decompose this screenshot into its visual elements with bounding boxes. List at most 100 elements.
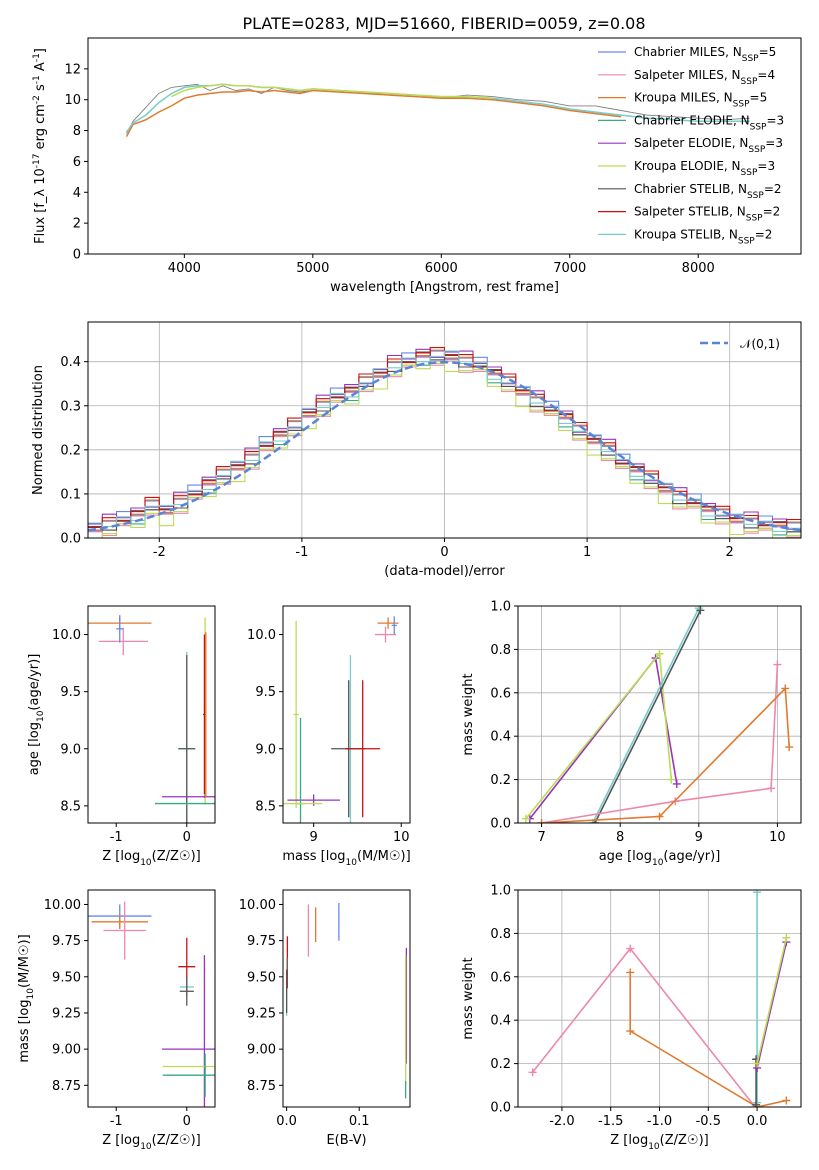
weight-line	[756, 941, 788, 1069]
x-tick-label: 8	[616, 830, 624, 845]
legend-label: Kroupa MILES, NSSP=5	[634, 91, 767, 110]
x-tick-label: 0	[440, 545, 448, 560]
weight-marker	[696, 606, 705, 615]
y-tick-label: 0	[73, 248, 81, 263]
axes-mass-vs-Z: -1 0 8.75 9.00 9.25 9.50 9.75 10.00 Z [log10(Z/Z…	[17, 889, 216, 1152]
weight-line	[531, 947, 756, 1107]
axes-residuals: -2 -1 0 1 2 0.0 0.1 0.2 0.3 0.4 (data-model)/error…	[31, 321, 802, 579]
x-tick-label: 9	[695, 830, 703, 845]
plot-area-age-vs-mass	[283, 616, 399, 823]
x-tick-label: 0	[183, 1114, 191, 1129]
x-tick-label: 7	[537, 830, 545, 845]
y-tick-label: 0.2	[490, 1057, 511, 1072]
y-tick-label: 0.2	[490, 773, 511, 788]
x-tick-label: 0	[183, 830, 191, 845]
weight-line	[591, 607, 700, 823]
x-tick-label: 4000	[168, 261, 201, 276]
axes-spectrum: 4000 5000 6000 7000 8000 0 2 4 6 8 10 12 wavelength …	[32, 37, 802, 295]
x-tick-label: 10	[393, 830, 410, 845]
weight-marker	[655, 812, 664, 821]
y-tick-label: 10.00	[239, 898, 276, 913]
y-tick-label: 10.00	[44, 898, 81, 913]
y-axis-label: mass weight	[461, 673, 476, 755]
x-tick-label: -1.5	[598, 1114, 623, 1129]
x-tick-label: -2.0	[549, 1114, 574, 1129]
y-tick-label: 8.5	[255, 799, 276, 814]
y-tick-label: 9.50	[247, 970, 276, 985]
weight-marker	[782, 1096, 791, 1105]
axes-frame	[87, 37, 802, 255]
x-axis-label: mass [log10(M/M☉)]	[282, 849, 410, 868]
y-tick-label: 10	[64, 93, 81, 108]
x-tick-label: -1	[110, 1114, 123, 1129]
y-tick-label: 10.0	[52, 628, 81, 643]
weight-marker	[785, 743, 794, 752]
x-tick-label: -0.5	[696, 1114, 721, 1129]
weight-marker	[626, 944, 635, 953]
legend-label: Chabrier MILES, NSSP=5	[634, 45, 776, 64]
x-tick-label: 9	[310, 830, 318, 845]
weight-marker	[672, 779, 681, 788]
legend-label: Kroupa ELODIE, NSSP=3	[634, 159, 775, 178]
legend-label: Chabrier ELODIE, NSSP=3	[634, 113, 784, 132]
y-tick-label: 9.75	[52, 934, 81, 949]
weight-marker	[773, 660, 782, 669]
weight-marker	[753, 1059, 762, 1068]
histogram-step	[88, 362, 801, 538]
y-tick-label: 8	[73, 124, 81, 139]
legend-label: Salpeter STELIB, NSSP=2	[634, 205, 780, 224]
normal-curve	[88, 360, 801, 532]
weight-marker	[781, 684, 790, 693]
y-tick-label: 1.0	[490, 600, 511, 615]
legend-label: Chabrier STELIB, NSSP=2	[634, 182, 782, 201]
y-tick-label: 0.4	[490, 1014, 511, 1029]
y-tick-label: 9.75	[247, 934, 276, 949]
histogram-step	[88, 351, 801, 533]
y-tick-label: 0.6	[490, 686, 511, 701]
x-axis-label: Z [log10(Z/Z☉)]	[610, 1133, 708, 1152]
legend-label: 𝒩(0,1)	[740, 337, 780, 351]
legend-label: Kroupa STELIB, NSSP=2	[634, 227, 772, 246]
weight-line	[529, 656, 678, 820]
plot-area-mass-vs-EBV	[285, 903, 408, 1099]
y-tick-label: 0.8	[490, 927, 511, 942]
spectrum-line	[125, 89, 622, 138]
weight-marker	[655, 649, 664, 658]
y-tick-label: 9.25	[52, 1006, 81, 1021]
weight-line	[629, 972, 787, 1107]
weight-marker	[626, 968, 635, 977]
weight-marker	[767, 784, 776, 793]
figure-title: PLATE=0283, MJD=51660, FIBERID=0059, z=0…	[242, 14, 645, 33]
y-tick-label: 0.4	[60, 355, 81, 370]
x-tick-label: 1	[583, 545, 591, 560]
x-axis-label: (data-model)/error	[384, 564, 505, 579]
y-tick-label: 9.50	[52, 970, 81, 985]
axes-frame	[87, 605, 216, 824]
plot-area-age-vs-Z	[88, 615, 215, 823]
y-axis-label: Flux [f_λ 10-17 erg cm-2 s-1 A-1]	[32, 48, 48, 244]
y-tick-label: 0.4	[490, 730, 511, 745]
x-axis-label: wavelength [Angstrom, rest frame]	[330, 280, 559, 295]
axes-frame	[87, 321, 802, 539]
y-tick-label: 9.5	[255, 685, 276, 700]
axes-mass-vs-EBV: 0.0 0.1 8.75 9.00 9.25 9.50 9.75 10.00 E(B-V)	[239, 889, 411, 1148]
x-axis-label: E(B-V)	[326, 1133, 366, 1148]
y-tick-label: 0.2	[60, 443, 81, 458]
axes-frame	[517, 889, 802, 1108]
axes-frame	[517, 605, 802, 824]
x-tick-label: -1	[110, 830, 123, 845]
y-tick-label: 0.6	[490, 970, 511, 985]
y-axis-label: mass weight	[461, 957, 476, 1039]
y-axis-label: mass [log10(M/M☉)]	[17, 934, 36, 1062]
x-tick-label: 10	[769, 830, 786, 845]
x-tick-label: 0.0	[276, 1114, 297, 1129]
axes-weight-vs-Z: -2.0 -1.5 -1.0 -0.5 0.0 0.0 0.2 0.4 0.6 0.8 1.0 Z […	[461, 884, 802, 1152]
y-tick-label: 9.5	[60, 685, 81, 700]
weight-line	[594, 609, 702, 823]
weight-marker	[667, 775, 676, 784]
axes-frame	[87, 889, 216, 1108]
y-tick-label: 4	[73, 186, 81, 201]
y-tick-label: 0.3	[60, 399, 81, 414]
y-tick-label: 9.00	[52, 1043, 81, 1058]
